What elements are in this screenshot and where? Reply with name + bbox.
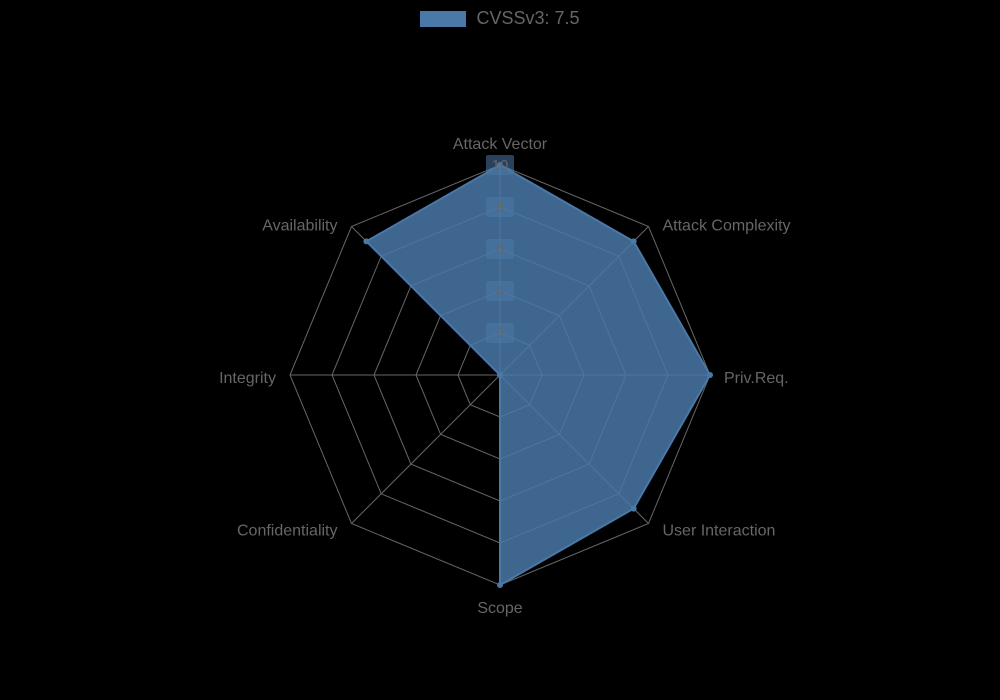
tick-label: 6	[496, 241, 504, 258]
legend-label: CVSSv3: 7.5	[476, 8, 579, 29]
category-label: User Interaction	[662, 523, 775, 540]
data-point	[631, 506, 637, 512]
category-label: Availability	[262, 218, 337, 235]
category-label: Attack Vector	[453, 136, 548, 153]
data-point	[631, 238, 637, 244]
tick-label: 8	[496, 199, 504, 216]
category-label: Priv.Req.	[724, 370, 789, 387]
category-label: Integrity	[219, 370, 276, 387]
legend-swatch	[420, 11, 466, 27]
data-point	[707, 372, 713, 378]
tick-label: 2	[496, 325, 504, 342]
data-point	[497, 372, 503, 378]
category-label: Scope	[477, 600, 522, 617]
data-point	[497, 582, 503, 588]
category-label: Confidentiality	[237, 523, 338, 540]
radar-chart: 2 4 6 8 10 Attack Vector Attack Complexity Priv…	[0, 0, 1000, 700]
tick-label: 4	[496, 283, 504, 300]
tick-label: 10	[492, 157, 509, 174]
chart-legend[interactable]: CVSSv3: 7.5	[0, 8, 1000, 29]
data-point	[363, 238, 369, 244]
category-label: Attack Complexity	[662, 218, 790, 235]
